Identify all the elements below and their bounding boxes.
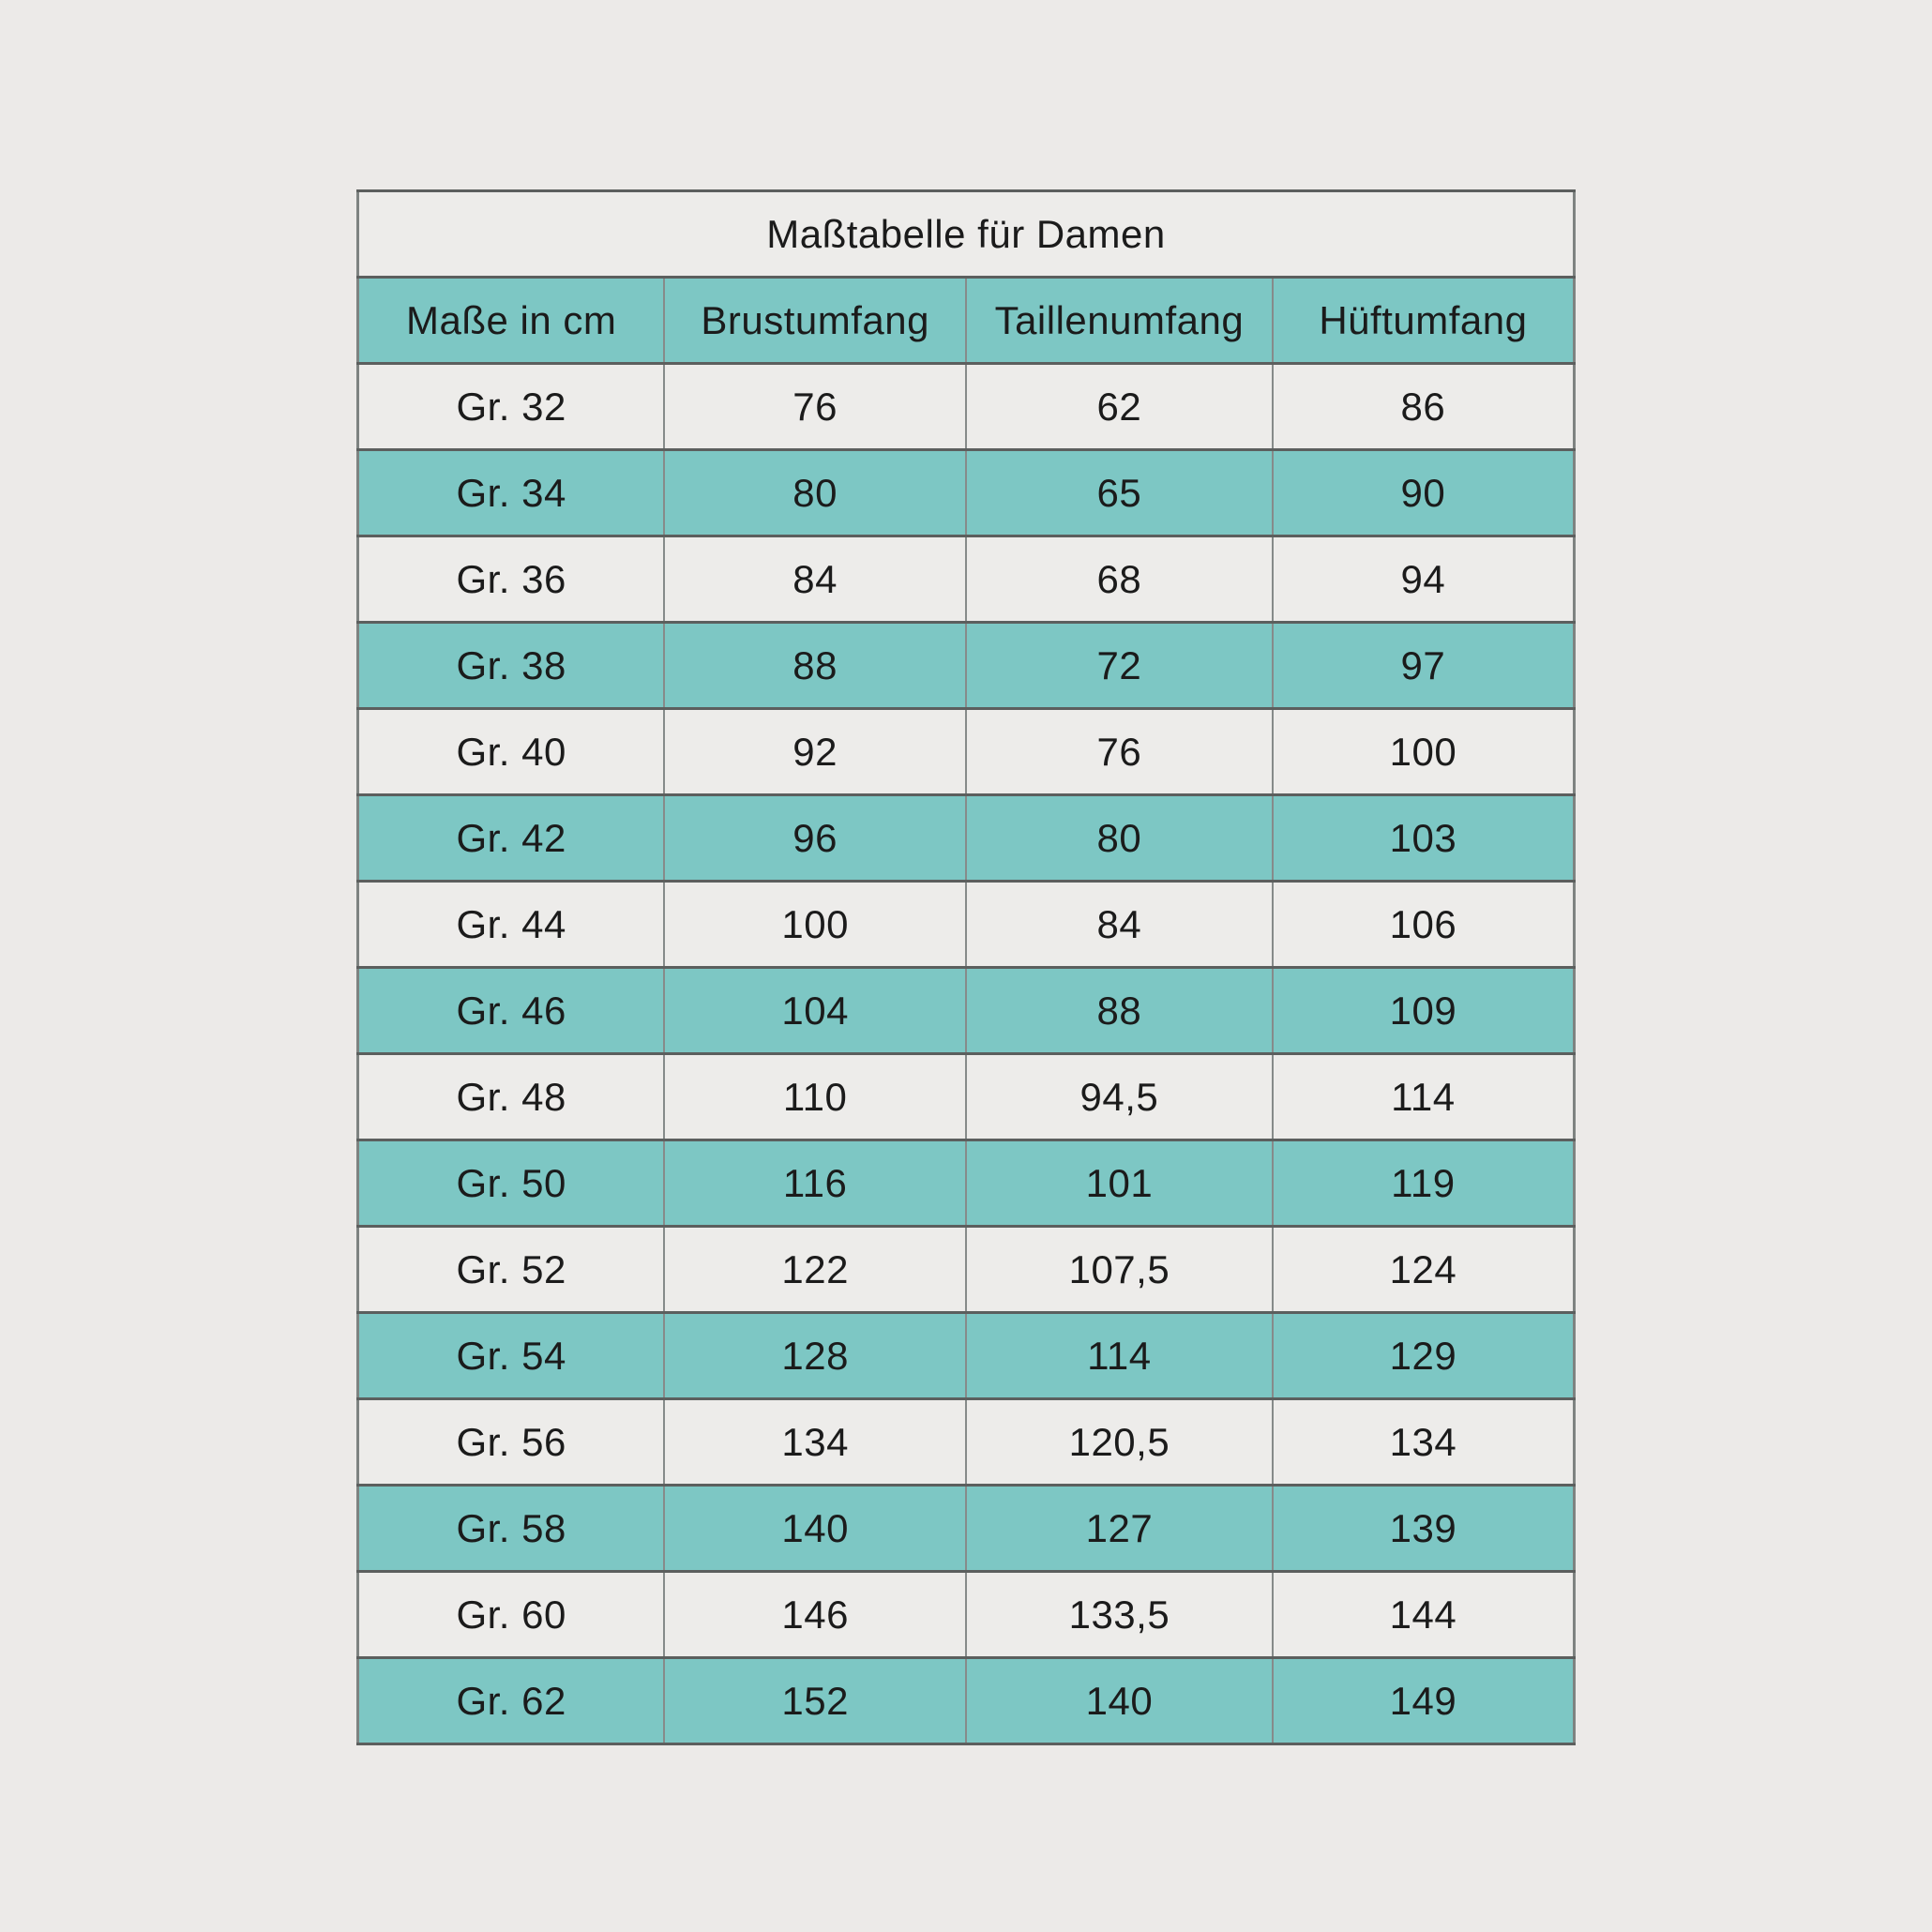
size-label-cell: Gr. 54 [356,1311,666,1400]
hip-value-cell: 109 [1271,966,1576,1055]
waist-value-cell: 84 [964,880,1274,969]
column-header-brustumfang: Brustumfang [663,276,967,365]
table-row-gr-58: Gr. 58 140 127 139 [356,1484,1576,1573]
waist-value-cell: 76 [964,707,1274,796]
table-row-gr-54: Gr. 54 128 114 129 [356,1311,1576,1400]
chest-value-cell: 96 [663,793,967,883]
table-row-gr-42: Gr. 42 96 80 103 [356,793,1576,883]
waist-value-cell: 107,5 [964,1225,1274,1314]
chest-value-cell: 80 [663,448,967,537]
size-label-cell: Gr. 46 [356,966,666,1055]
waist-value-cell: 65 [964,448,1274,537]
waist-value-cell: 62 [964,362,1274,451]
waist-value-cell: 94,5 [964,1052,1274,1141]
waist-value-cell: 127 [964,1484,1274,1573]
waist-value-cell: 80 [964,793,1274,883]
size-label-cell: Gr. 52 [356,1225,666,1314]
chest-value-cell: 76 [663,362,967,451]
table-row-gr-34: Gr. 34 80 65 90 [356,448,1576,537]
size-label-cell: Gr. 58 [356,1484,666,1573]
waist-value-cell: 68 [964,535,1274,624]
table-row-gr-60: Gr. 60 146 133,5 144 [356,1570,1576,1659]
table-row-gr-62: Gr. 62 152 140 149 [356,1656,1576,1745]
chest-value-cell: 134 [663,1397,967,1487]
chest-value-cell: 100 [663,880,967,969]
size-label-cell: Gr. 42 [356,793,666,883]
size-label-cell: Gr. 60 [356,1570,666,1659]
table-row-gr-48: Gr. 48 110 94,5 114 [356,1052,1576,1141]
hip-value-cell: 129 [1271,1311,1576,1400]
table-row-gr-40: Gr. 40 92 76 100 [356,707,1576,796]
hip-value-cell: 106 [1271,880,1576,969]
womens-size-table: Maßtabelle für Damen Maße in cm Brustumf… [356,189,1576,1745]
chest-value-cell: 146 [663,1570,967,1659]
hip-value-cell: 94 [1271,535,1576,624]
waist-value-cell: 114 [964,1311,1274,1400]
chest-value-cell: 152 [663,1656,967,1745]
waist-value-cell: 140 [964,1656,1274,1745]
chest-value-cell: 92 [663,707,967,796]
hip-value-cell: 100 [1271,707,1576,796]
size-label-cell: Gr. 40 [356,707,666,796]
table-row-gr-32: Gr. 32 76 62 86 [356,362,1576,451]
hip-value-cell: 90 [1271,448,1576,537]
chest-value-cell: 128 [663,1311,967,1400]
hip-value-cell: 139 [1271,1484,1576,1573]
chest-value-cell: 104 [663,966,967,1055]
size-label-cell: Gr. 50 [356,1139,666,1228]
chest-value-cell: 88 [663,621,967,710]
size-label-cell: Gr. 62 [356,1656,666,1745]
hip-value-cell: 114 [1271,1052,1576,1141]
waist-value-cell: 120,5 [964,1397,1274,1487]
hip-value-cell: 124 [1271,1225,1576,1314]
size-label-cell: Gr. 48 [356,1052,666,1141]
hip-value-cell: 119 [1271,1139,1576,1228]
table-row-gr-38: Gr. 38 88 72 97 [356,621,1576,710]
hip-value-cell: 144 [1271,1570,1576,1659]
table-row-gr-46: Gr. 46 104 88 109 [356,966,1576,1055]
waist-value-cell: 133,5 [964,1570,1274,1659]
table-row-gr-36: Gr. 36 84 68 94 [356,535,1576,624]
hip-value-cell: 149 [1271,1656,1576,1745]
hip-value-cell: 97 [1271,621,1576,710]
chest-value-cell: 110 [663,1052,967,1141]
chest-value-cell: 122 [663,1225,967,1314]
size-label-cell: Gr. 56 [356,1397,666,1487]
chest-value-cell: 140 [663,1484,967,1573]
table-title-row: Maßtabelle für Damen [357,189,1575,279]
size-label-cell: Gr. 38 [356,621,666,710]
table-row-gr-52: Gr. 52 122 107,5 124 [356,1225,1576,1314]
table-row-gr-50: Gr. 50 116 101 119 [356,1139,1576,1228]
table-header-row: Maße in cm Brustumfang Taillenumfang Hüf… [356,276,1576,365]
table-row-gr-44: Gr. 44 100 84 106 [356,880,1576,969]
size-label-cell: Gr. 34 [356,448,666,537]
size-label-cell: Gr. 44 [356,880,666,969]
hip-value-cell: 103 [1271,793,1576,883]
size-label-cell: Gr. 36 [356,535,666,624]
chest-value-cell: 116 [663,1139,967,1228]
waist-value-cell: 72 [964,621,1274,710]
size-label-cell: Gr. 32 [356,362,666,451]
waist-value-cell: 88 [964,966,1274,1055]
column-header-masse-in-cm: Maße in cm [356,276,666,365]
chest-value-cell: 84 [663,535,967,624]
waist-value-cell: 101 [964,1139,1274,1228]
table-row-gr-56: Gr. 56 134 120,5 134 [356,1397,1576,1487]
hip-value-cell: 134 [1271,1397,1576,1487]
table-title: Maßtabelle für Damen [357,189,1575,279]
hip-value-cell: 86 [1271,362,1576,451]
column-header-taillenumfang: Taillenumfang [964,276,1274,365]
column-header-hueftumfang: Hüftumfang [1271,276,1576,365]
